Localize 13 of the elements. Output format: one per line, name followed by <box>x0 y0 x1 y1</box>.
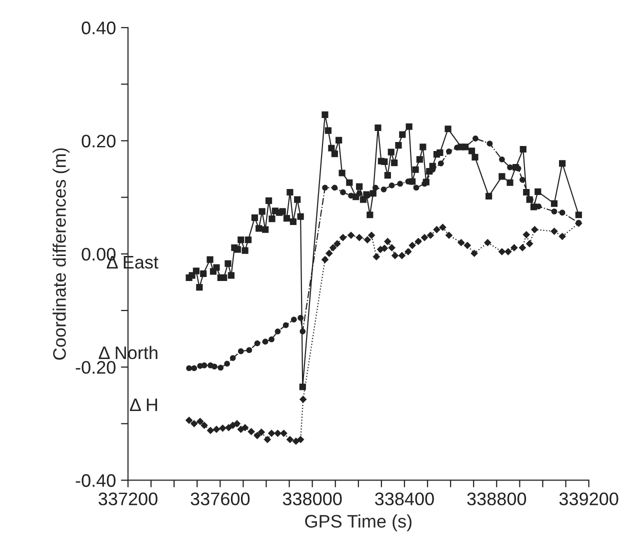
x-axis-title: GPS Time (s) <box>305 514 412 532</box>
x-tick-label: 338400 <box>375 492 434 506</box>
x-tick-label: 338800 <box>467 492 526 506</box>
x-tick-label: 337200 <box>98 492 158 506</box>
series-label: Δ H <box>130 398 158 412</box>
y-tick-label: -0.20 <box>76 361 116 374</box>
y-axis-title: Coordinate differences (m) <box>52 148 70 360</box>
y-tick-label: -0.40 <box>76 474 116 487</box>
y-tick-label: 0.20 <box>82 134 116 148</box>
x-tick-label: 338000 <box>282 492 342 506</box>
y-tick-label: 0.40 <box>82 22 116 34</box>
x-tick-label: 337600 <box>190 492 250 506</box>
x-tick-label: 339200 <box>559 492 618 506</box>
